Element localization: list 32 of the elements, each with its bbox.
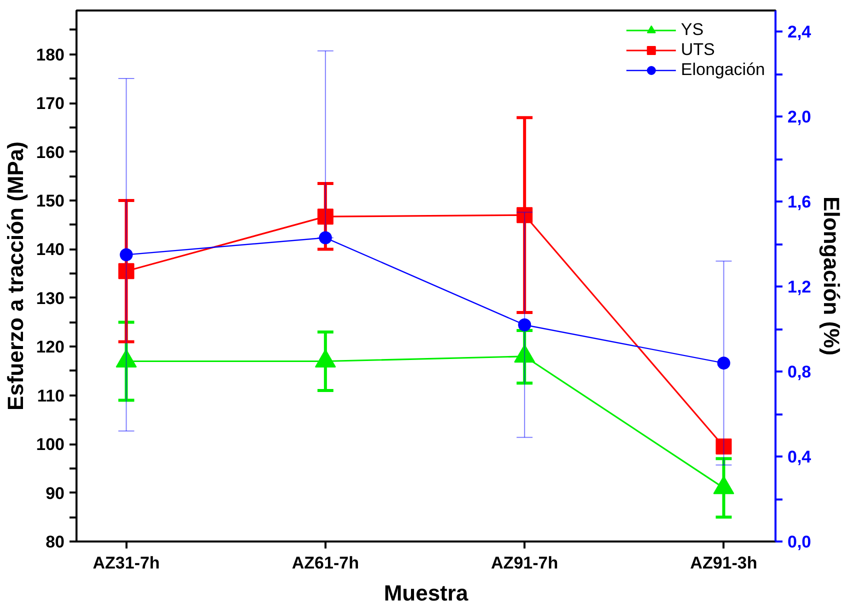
y2-tick-label: 1,6 bbox=[788, 192, 812, 212]
y-tick-label: 120 bbox=[36, 338, 65, 357]
x-tick-label: AZ61-7h bbox=[292, 554, 359, 572]
y-axis-title: Esfuerzo a tracción (MPa) bbox=[3, 142, 28, 410]
x-axis-title: Muestra bbox=[384, 580, 469, 606]
x-tick-label: AZ31-7h bbox=[92, 554, 160, 572]
legend-label: Elongación bbox=[680, 60, 765, 80]
y-tick-label: 90 bbox=[46, 484, 65, 503]
y-tick-label: 150 bbox=[36, 191, 65, 210]
y2-tick-label: 1,2 bbox=[788, 278, 812, 297]
y-tick-label: 110 bbox=[37, 386, 65, 406]
x-tick-label: AZ91-7h bbox=[491, 554, 558, 572]
point bbox=[120, 248, 133, 262]
legend-label: YS bbox=[680, 20, 704, 40]
y2-tick-label: 0,4 bbox=[788, 448, 812, 467]
point bbox=[717, 356, 730, 370]
y2-axis-title: Elongación (%) bbox=[819, 196, 844, 356]
y-tick-label: 140 bbox=[36, 240, 65, 260]
point bbox=[318, 231, 332, 244]
y2-tick-label: 2,4 bbox=[788, 22, 812, 42]
y2-tick-label: 0,0 bbox=[788, 532, 812, 552]
point bbox=[518, 318, 532, 332]
y-tick-label: 180 bbox=[36, 45, 65, 64]
x-tick-label: AZ91-3h bbox=[690, 554, 758, 572]
y-tick-label: 170 bbox=[36, 94, 65, 114]
y2-tick-label: 0,8 bbox=[788, 362, 812, 382]
y-tick-label: 160 bbox=[36, 142, 65, 162]
y2-tick-label: 2,0 bbox=[788, 108, 812, 127]
legend-label: UTS bbox=[680, 40, 715, 60]
y-tick-label: 130 bbox=[36, 288, 65, 308]
y-tick-label: 100 bbox=[36, 435, 65, 454]
y-tick-label: 80 bbox=[46, 532, 65, 552]
